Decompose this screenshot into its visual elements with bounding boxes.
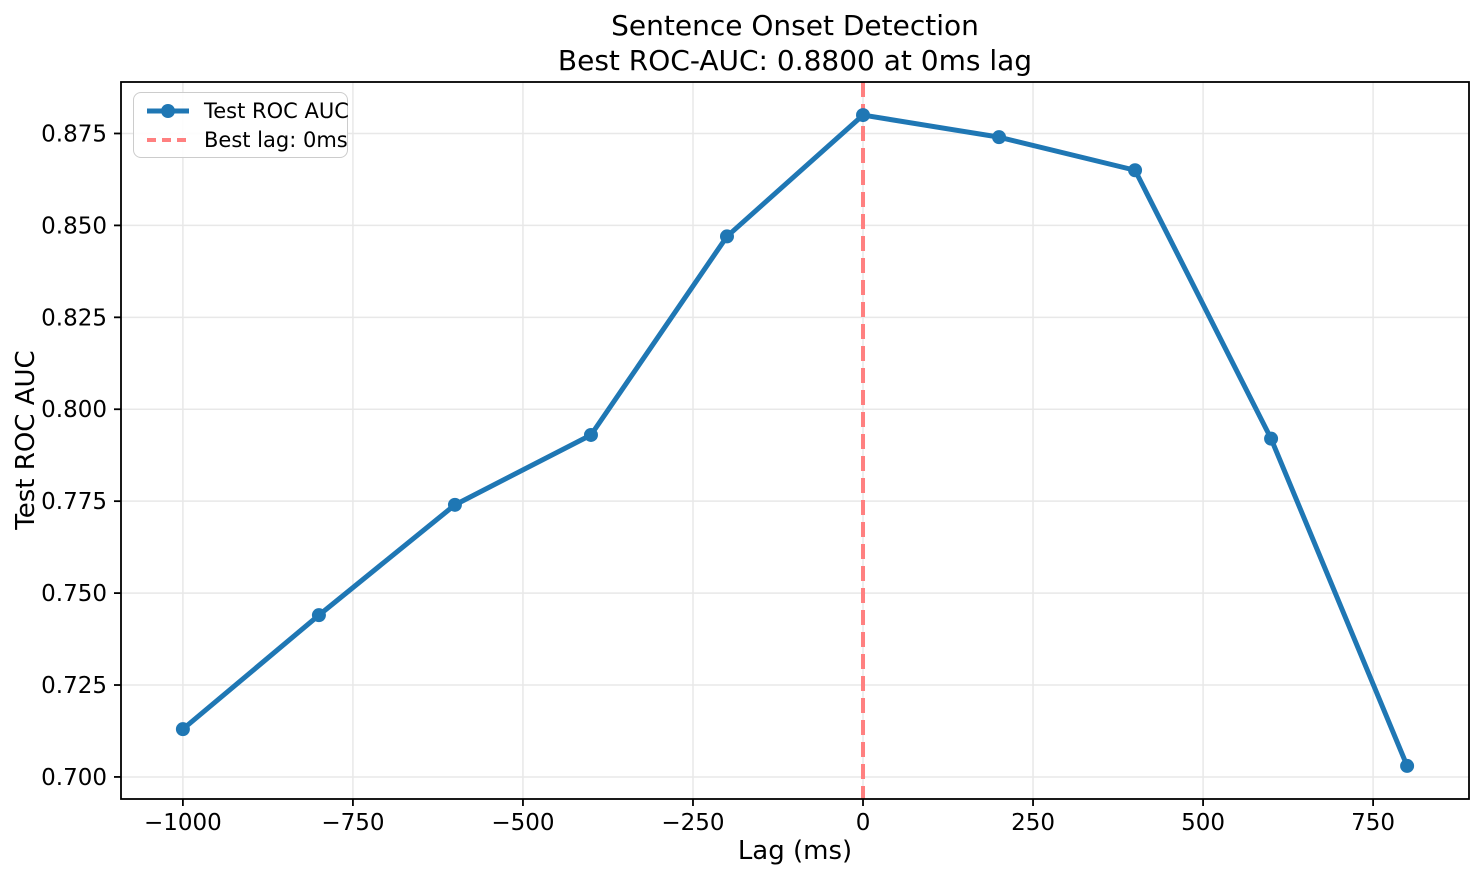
x-tick-label: −250 bbox=[661, 810, 724, 836]
data-point-marker bbox=[992, 130, 1007, 145]
x-axis-label: Lag (ms) bbox=[737, 836, 853, 866]
series-line bbox=[180, 112, 1410, 769]
x-tick-label: −750 bbox=[321, 810, 384, 836]
x-tick-label: −1000 bbox=[144, 810, 222, 836]
data-point-marker bbox=[175, 722, 190, 737]
data-point-marker bbox=[1400, 758, 1415, 773]
legend-item-best-lag: Best lag: 0ms bbox=[144, 128, 348, 152]
chart-title-line1: Sentence Onset Detection bbox=[611, 9, 979, 42]
data-point-marker bbox=[856, 108, 871, 123]
legend-label-test-roc-auc: Test ROC AUC bbox=[204, 98, 349, 123]
legend: Test ROC AUC Best lag: 0ms bbox=[133, 92, 349, 158]
data-point-marker bbox=[1128, 163, 1143, 178]
x-tick-label: 500 bbox=[1181, 810, 1225, 836]
axes-frame bbox=[120, 81, 1470, 800]
y-tick-label: 0.750 bbox=[41, 581, 107, 607]
y-tick-label: 0.800 bbox=[41, 397, 107, 423]
y-tick-label: 0.850 bbox=[41, 213, 107, 239]
data-point-marker bbox=[447, 497, 462, 512]
x-tick-label: 250 bbox=[1011, 810, 1055, 836]
data-point-marker bbox=[719, 229, 734, 244]
y-tick-label: 0.875 bbox=[41, 121, 107, 147]
y-tick-label: 0.825 bbox=[41, 305, 107, 331]
y-tick-label: 0.775 bbox=[41, 489, 107, 515]
chart-title: Sentence Onset Detection Best ROC-AUC: 0… bbox=[121, 8, 1469, 78]
data-point-marker bbox=[583, 427, 598, 442]
x-tick-label: 750 bbox=[1351, 810, 1395, 836]
line-with-marker-icon bbox=[147, 103, 189, 118]
legend-item-test-roc-auc: Test ROC AUC bbox=[144, 99, 349, 123]
data-point-marker bbox=[311, 608, 326, 623]
y-tick-label: 0.725 bbox=[41, 673, 107, 699]
y-tick-label: 0.700 bbox=[41, 765, 107, 791]
data-point-marker bbox=[1264, 431, 1279, 446]
x-tick-label: 0 bbox=[856, 810, 871, 836]
chart-title-line2: Best ROC-AUC: 0.8800 at 0ms lag bbox=[557, 44, 1033, 77]
dashed-line-icon bbox=[147, 137, 189, 142]
y-axis-label: Test ROC AUC bbox=[11, 350, 41, 530]
legend-label-best-lag: Best lag: 0ms bbox=[204, 127, 348, 152]
x-tick-label: −500 bbox=[491, 810, 554, 836]
